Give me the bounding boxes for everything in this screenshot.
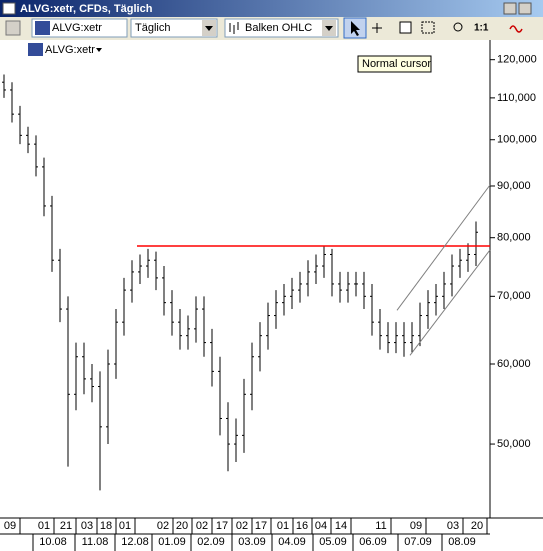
x-day-label: 02 [196,520,208,532]
x-day-label: 01 [38,520,50,532]
x-month-label: 04.09 [278,536,306,548]
x-day-label: 02 [157,520,169,532]
style-select[interactable] [224,18,339,38]
x-month-label: 06.09 [359,536,387,548]
x-day-label: 01 [277,520,289,532]
interval-text: Täglich [135,22,170,34]
x-month-label: 01.09 [158,536,186,548]
zoom-button[interactable] [453,22,463,32]
x-day-label: 21 [60,520,72,532]
toolbar-button[interactable] [5,20,21,36]
tooltip [357,55,432,73]
window-icon [2,2,16,15]
x-month-label: 03.09 [238,536,266,548]
x-month-label: 11.08 [82,536,109,548]
x-day-label: 20 [176,520,188,532]
x-day-label: 03 [447,520,459,532]
x-month-label: 07.09 [404,536,432,548]
chart-symbol[interactable]: ALVG:xetr [45,44,95,56]
x-day-label: 14 [335,520,347,532]
interval-select[interactable] [130,18,218,38]
x-day-label: 16 [296,520,308,532]
x-day-label: 11 [375,520,386,532]
y-tick-label: 50,000 [497,438,531,450]
symbol-menu-arrow[interactable] [96,48,102,52]
y-tick-label: 100,000 [497,134,537,146]
x-day-label: 02 [236,520,248,532]
y-tick-label: 60,000 [497,358,531,370]
x-month-label: 12.08 [121,536,149,548]
x-month-label: 05.09 [319,536,347,548]
cfd-icon [35,21,50,35]
x-day-label: 17 [255,520,267,532]
zoom-text[interactable]: 1:1 [474,23,489,34]
symbol-text: ALVG:xetr [52,22,102,34]
indicator-button[interactable] [509,25,523,33]
x-day-label: 04 [315,520,327,532]
x-day-label: 09 [410,520,422,532]
chart-area [0,40,543,518]
y-tick-label: 110,000 [497,92,536,104]
x-day-label: 03 [81,520,93,532]
symbol-input[interactable] [31,18,128,38]
maximize-button[interactable] [518,2,532,15]
y-tick-label: 80,000 [497,232,531,244]
tooltip-text: Normal cursor [362,58,431,70]
cursor-icon [351,21,360,36]
style-text: Balken OHLC [245,22,312,34]
window-title: ALVG:xetr, CFDs, Täglich [20,3,153,15]
cfd-icon [28,43,43,56]
drawn-line [409,249,491,356]
x-month-label: 02.09 [197,536,225,548]
x-day-label: 20 [471,520,483,532]
crosshair-icon[interactable] [372,23,382,33]
y-tick-label: 90,000 [497,180,531,192]
x-day-label: 17 [216,520,228,532]
dropdown-arrow [205,26,213,31]
title-bar [0,0,543,17]
dropdown-arrow [325,26,333,31]
x-day-label: 18 [100,520,112,532]
style-icon [229,22,239,34]
x-month-label: 10.08 [39,536,67,548]
grid-button[interactable] [421,21,435,34]
x-day-label: 09 [4,520,16,532]
y-tick-label: 70,000 [497,290,531,302]
y-tick-label: 120,000 [497,54,537,66]
drawn-line [396,184,491,311]
x-month-label: 08.09 [448,536,476,548]
minimize-button[interactable] [503,2,517,15]
info-button[interactable] [399,21,412,34]
x-day-label: 01 [119,520,131,532]
